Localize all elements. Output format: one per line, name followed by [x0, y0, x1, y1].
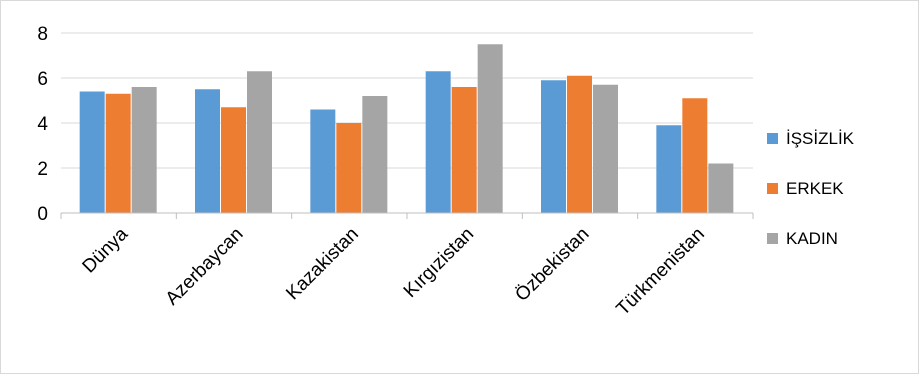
bar [310, 109, 336, 213]
bar [79, 91, 105, 213]
x-category-label: Türkmenistan [613, 224, 709, 320]
legend: İŞSİZLİK ERKEK KADIN [767, 129, 855, 248]
bar [593, 84, 618, 213]
gridlines [61, 32, 753, 169]
y-tick-label: 6 [37, 69, 48, 90]
x-category-label: Azerbaycan [162, 224, 248, 310]
bar [425, 71, 451, 213]
bar [247, 71, 272, 213]
bar [682, 98, 708, 213]
bar [656, 125, 682, 213]
y-tick-label: 4 [37, 114, 48, 135]
legend-swatch [767, 233, 778, 244]
bars [79, 44, 734, 213]
x-category-labels: Dünya Azerbaycan Kazakistan Kırgızistan Özbe… [79, 223, 709, 320]
x-category-label: Kırgızistan [400, 224, 478, 302]
bar [567, 75, 592, 213]
axes [60, 212, 754, 219]
bar [195, 89, 220, 213]
bar [131, 87, 157, 213]
y-tick-label: 2 [37, 159, 48, 180]
bar [451, 87, 477, 213]
legend-label: KADIN [786, 229, 838, 248]
bar [708, 163, 734, 213]
bar [105, 93, 131, 213]
legend-label: ERKEK [786, 179, 844, 198]
bar [336, 123, 362, 213]
bar [477, 44, 503, 213]
x-category-label: Dünya [79, 223, 133, 277]
bar [362, 96, 388, 213]
y-tick-label: 0 [37, 204, 48, 225]
bar [221, 107, 246, 213]
legend-swatch [767, 183, 778, 194]
x-category-label: Özbekistan [511, 224, 593, 306]
y-tick-label: 8 [37, 24, 48, 45]
x-category-label: Kazakistan [282, 224, 363, 305]
legend-label: İŞSİZLİK [786, 129, 855, 148]
y-tick-labels: 0 2 4 6 8 [37, 24, 48, 225]
bar [541, 80, 566, 213]
legend-swatch [767, 133, 778, 144]
